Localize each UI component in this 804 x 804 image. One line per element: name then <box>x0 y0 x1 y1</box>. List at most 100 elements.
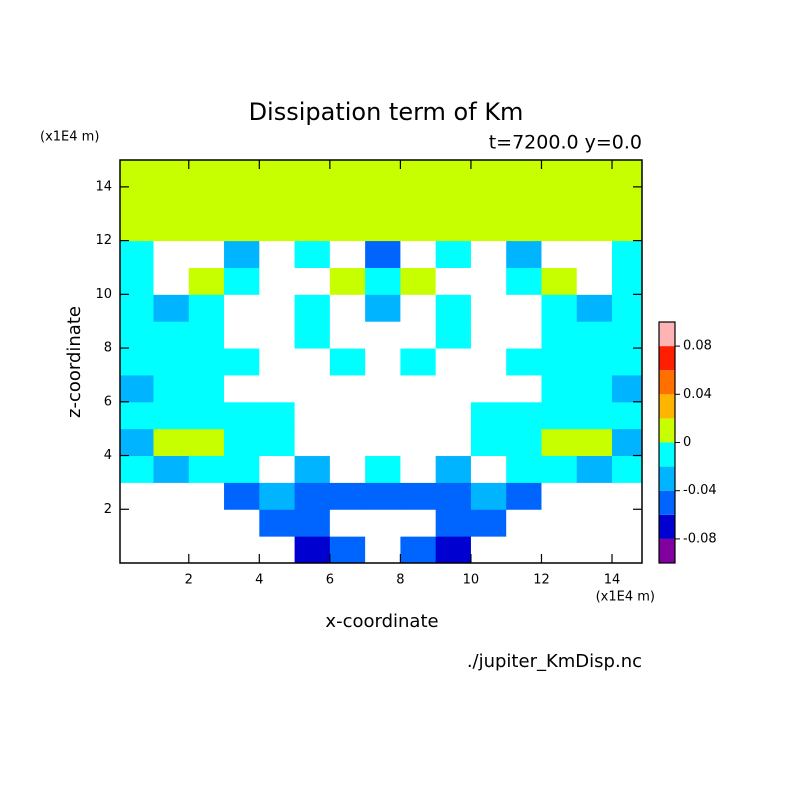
field-cell <box>470 401 507 430</box>
colorbar-band <box>659 490 675 515</box>
field-cell <box>259 348 296 376</box>
field-cell <box>400 401 437 430</box>
field-cell <box>541 213 578 242</box>
field-cell <box>400 509 437 537</box>
field-cell <box>224 160 260 188</box>
field-cell <box>188 321 225 349</box>
field-cell <box>435 267 472 295</box>
field-cell <box>329 267 366 295</box>
field-cell <box>120 213 155 242</box>
field-cell <box>153 294 190 322</box>
colorbar-tick-label: -0.04 <box>683 483 717 498</box>
colorbar-band <box>659 418 675 443</box>
field-cell <box>576 428 613 457</box>
field-cell <box>224 509 260 537</box>
field-cell <box>470 213 507 242</box>
field-cell <box>576 186 613 215</box>
field-cell <box>120 401 155 430</box>
field-cell <box>506 374 542 403</box>
y-tick-label: 14 <box>95 179 112 194</box>
field-cell <box>120 536 155 563</box>
field-cell <box>329 213 366 242</box>
field-cell <box>153 186 190 215</box>
x-tick-label: 8 <box>396 573 404 588</box>
field-cell <box>294 428 331 457</box>
field-cell <box>470 455 507 483</box>
field-cell <box>153 240 190 268</box>
field-cell <box>470 321 507 349</box>
field-cell <box>294 321 331 349</box>
field-cell <box>541 428 578 457</box>
field-cell <box>365 348 401 376</box>
field-cell <box>153 374 190 403</box>
field-cell <box>259 374 296 403</box>
field-cell <box>541 482 578 510</box>
x-tick-label: 12 <box>533 573 550 588</box>
x-tick-label: 2 <box>185 573 193 588</box>
field-cell <box>224 294 260 322</box>
field-cell <box>576 509 613 537</box>
field-cell <box>470 348 507 376</box>
field-cell <box>541 455 578 483</box>
field-cell <box>612 428 642 457</box>
field-cell <box>541 374 578 403</box>
colorbar-band <box>659 514 675 539</box>
field-cell <box>259 401 296 430</box>
field-cell <box>506 160 542 188</box>
field-cell <box>400 455 437 483</box>
field-cell <box>435 294 472 322</box>
field-cell <box>365 213 401 242</box>
field-cell <box>153 482 190 510</box>
field-cell <box>400 536 437 563</box>
field-cell <box>259 455 296 483</box>
field-cell <box>120 186 155 215</box>
field-cell <box>365 321 401 349</box>
field-cell <box>435 482 472 510</box>
y-axis-label: z-coordinate <box>64 306 85 418</box>
field-cell <box>120 374 155 403</box>
field-cell <box>470 267 507 295</box>
field-cell <box>400 160 437 188</box>
field-cell <box>541 267 578 295</box>
field-cell <box>259 240 296 268</box>
field-cell <box>470 240 507 268</box>
x-axis-label: x-coordinate <box>325 611 438 632</box>
field-cell <box>294 401 331 430</box>
field-cell <box>400 321 437 349</box>
field-cell <box>435 213 472 242</box>
field-cell <box>541 294 578 322</box>
field-cell <box>612 294 642 322</box>
field-cell <box>224 428 260 457</box>
field-cell <box>576 455 613 483</box>
field-cell <box>120 455 155 483</box>
field-cell <box>224 321 260 349</box>
colorbar-tick-label: 0 <box>683 435 691 450</box>
field-cell <box>224 267 260 295</box>
field-cell <box>224 348 260 376</box>
field-cell <box>294 160 331 188</box>
field-cell <box>329 482 366 510</box>
colorbar-band <box>659 322 675 347</box>
field-cell <box>435 374 472 403</box>
field-cell <box>294 267 331 295</box>
field-cell <box>541 348 578 376</box>
field-cell <box>224 536 260 563</box>
y-unit: (x1E4 m) <box>40 130 99 145</box>
field-cell <box>400 294 437 322</box>
field-cell <box>188 348 225 376</box>
field-cell <box>541 240 578 268</box>
field-cell <box>506 213 542 242</box>
field-cell <box>188 213 225 242</box>
field-cell <box>224 401 260 430</box>
field-cell <box>365 428 401 457</box>
field-cell <box>294 482 331 510</box>
field-cell <box>329 428 366 457</box>
field-cell <box>294 348 331 376</box>
field-cell <box>576 321 613 349</box>
y-tick-label: 12 <box>95 233 112 248</box>
chart-subtitle: t=7200.0 y=0.0 <box>489 132 642 154</box>
field-cell <box>506 240 542 268</box>
field-cell <box>470 428 507 457</box>
field-cell <box>576 374 613 403</box>
field-cell <box>294 536 331 563</box>
